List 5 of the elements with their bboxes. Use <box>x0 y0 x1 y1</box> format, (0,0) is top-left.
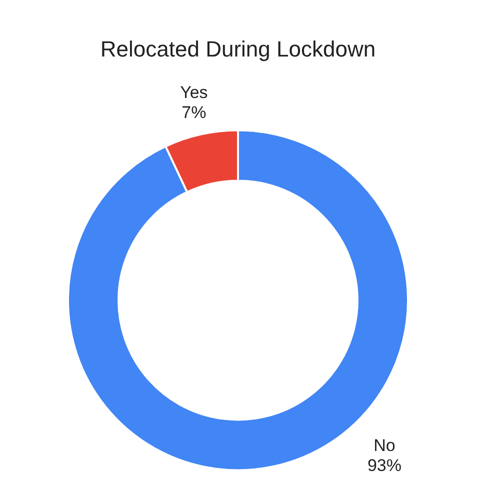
data-label: 7% <box>182 102 206 122</box>
data-label: 93% <box>367 456 402 475</box>
slice-label: Yes <box>180 82 208 102</box>
chart-title: Relocated During Lockdown <box>100 36 376 62</box>
slice-label: No <box>374 436 396 455</box>
